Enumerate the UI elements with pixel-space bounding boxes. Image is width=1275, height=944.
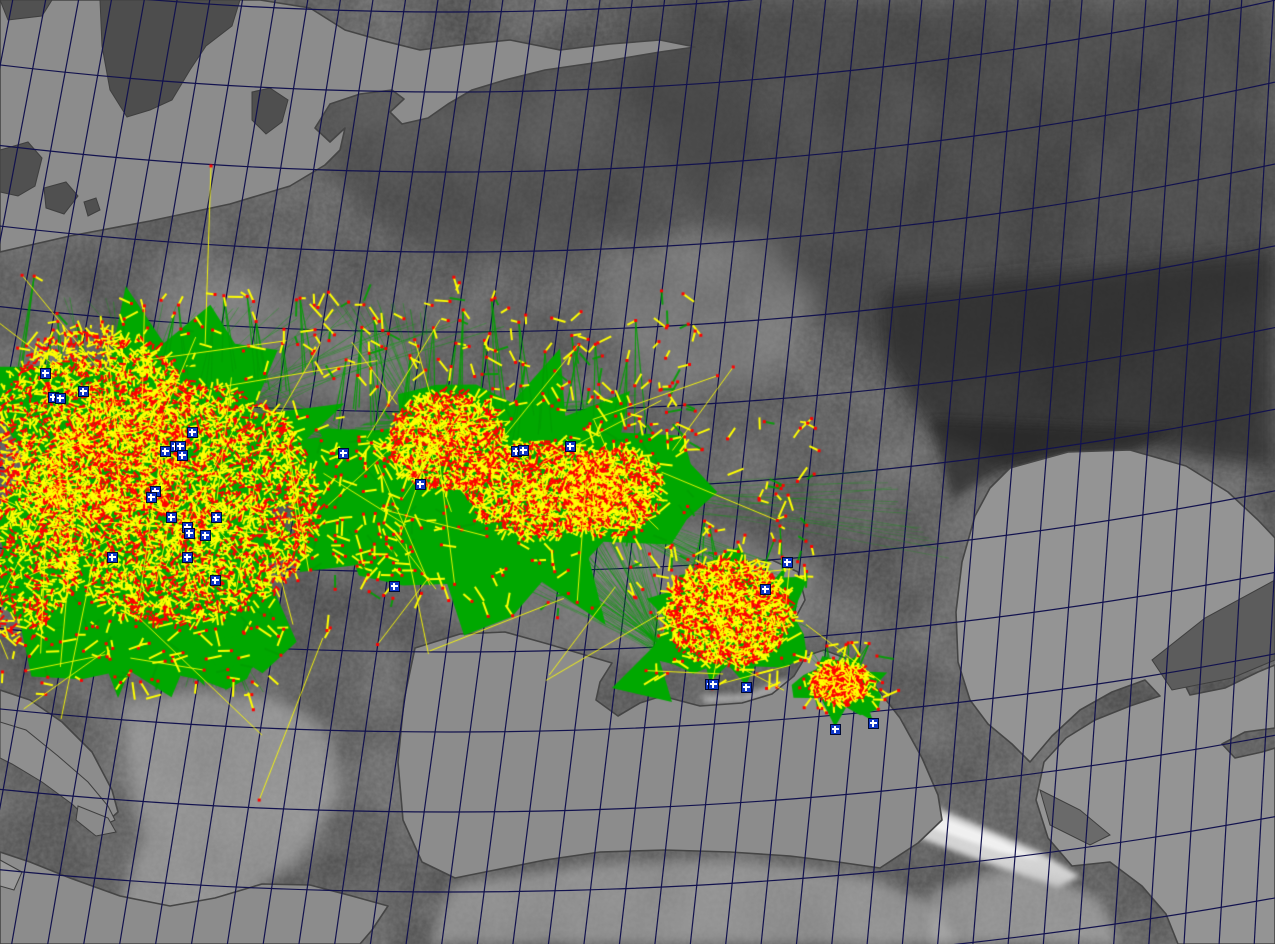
station-marker[interactable] <box>145 491 157 503</box>
station-marker[interactable] <box>159 445 171 457</box>
station-marker[interactable] <box>210 511 222 523</box>
station-marker[interactable] <box>829 723 841 735</box>
station-marker[interactable] <box>388 580 400 592</box>
station-marker[interactable] <box>106 551 118 563</box>
station-marker[interactable] <box>337 447 349 459</box>
station-marker[interactable] <box>186 426 198 438</box>
station-marker[interactable] <box>414 478 426 490</box>
station-marker[interactable] <box>209 574 221 586</box>
station-marker[interactable] <box>199 529 211 541</box>
station-marker[interactable] <box>54 392 66 404</box>
station-marker[interactable] <box>707 678 719 690</box>
station-marker[interactable] <box>176 449 188 461</box>
station-marker[interactable] <box>39 367 51 379</box>
station-marker[interactable] <box>517 444 529 456</box>
station-marker[interactable] <box>740 681 752 693</box>
station-marker[interactable] <box>564 440 576 452</box>
station-marker[interactable] <box>781 556 793 568</box>
station-marker[interactable] <box>77 385 89 397</box>
station-marker[interactable] <box>181 551 193 563</box>
station-marker[interactable] <box>867 717 879 729</box>
station-marker[interactable] <box>759 583 771 595</box>
station-marker[interactable] <box>165 511 177 523</box>
station-marker[interactable] <box>183 527 195 539</box>
